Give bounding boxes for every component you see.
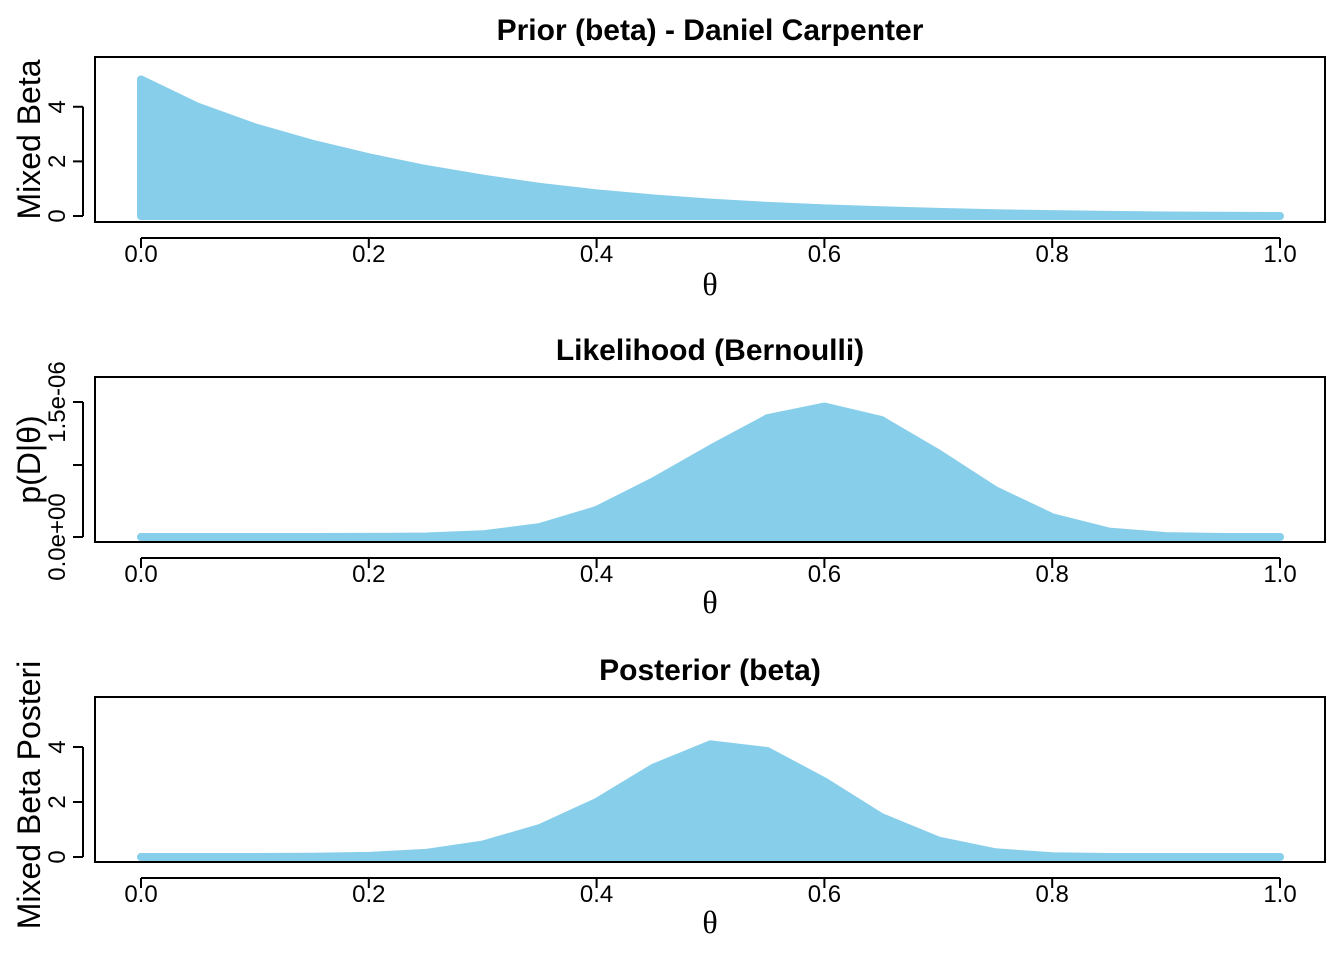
panel-title: Likelihood (Bernoulli) [556,334,864,367]
y-tick-label: 1.5e-06 [44,361,71,442]
density-area [137,75,1284,220]
plot-frame [94,696,1326,863]
panel-2: 0.0 0.2 0.4 0.6 0.8 1.0 0.0e+00 1.5e-06 Likeliho… [11,334,1326,620]
panel-title: Prior (beta) - Daniel Carpenter [497,14,924,47]
y-tick-label: 2 [44,795,71,808]
density-area [137,402,1284,541]
x-tick-label: 0.4 [580,881,613,908]
y-tick-label: 0 [44,850,71,863]
y-tick-label: 4 [44,740,71,753]
x-tick-label: 0.6 [808,241,841,268]
x-tick-label: 0.8 [1036,241,1069,268]
x-tick-label: 0.8 [1036,561,1069,588]
panel-title: Posterior (beta) [599,654,821,687]
x-tick-label: 1.0 [1263,241,1296,268]
x-axis-label: θ [702,584,717,620]
x-tick-label: 0.6 [808,881,841,908]
x-tick-label: 1.0 [1263,561,1296,588]
plot-frame [94,56,1326,223]
y-tick-label: 0 [44,209,71,222]
x-tick-label: 0.4 [580,241,613,268]
y-tick-label: 0.0e+00 [44,493,71,580]
x-tick-label: 0.4 [580,561,613,588]
y-axis-label: Mixed Beta [11,59,47,219]
x-tick-label: 0.0 [124,561,157,588]
x-tick-label: 0.2 [352,561,385,588]
x-tick-label: 0.2 [352,881,385,908]
y-axis-label: Mixed Beta Posteri [11,661,47,930]
y-tick-label: 4 [44,100,71,113]
x-tick-label: 1.0 [1263,881,1296,908]
x-tick-label: 0.0 [124,881,157,908]
panel-1: 0.0 0.2 0.4 0.6 0.8 1.0 0 2 4 Prior (beta) - Dani… [11,14,1326,302]
x-tick-label: 0.2 [352,241,385,268]
density-area [137,740,1284,861]
y-tick-label: 2 [44,155,71,168]
x-axis-label: θ [702,904,717,940]
panel-3: 0.0 0.2 0.4 0.6 0.8 1.0 0 2 4 Posterior (beta) θ Mi… [11,654,1326,940]
x-axis-label: θ [702,266,717,302]
plot-frame [94,376,1326,543]
y-axis-label: p(D|θ) [11,415,47,503]
x-tick-label: 0.0 [124,241,157,268]
x-tick-label: 0.8 [1036,881,1069,908]
x-tick-label: 0.6 [808,561,841,588]
